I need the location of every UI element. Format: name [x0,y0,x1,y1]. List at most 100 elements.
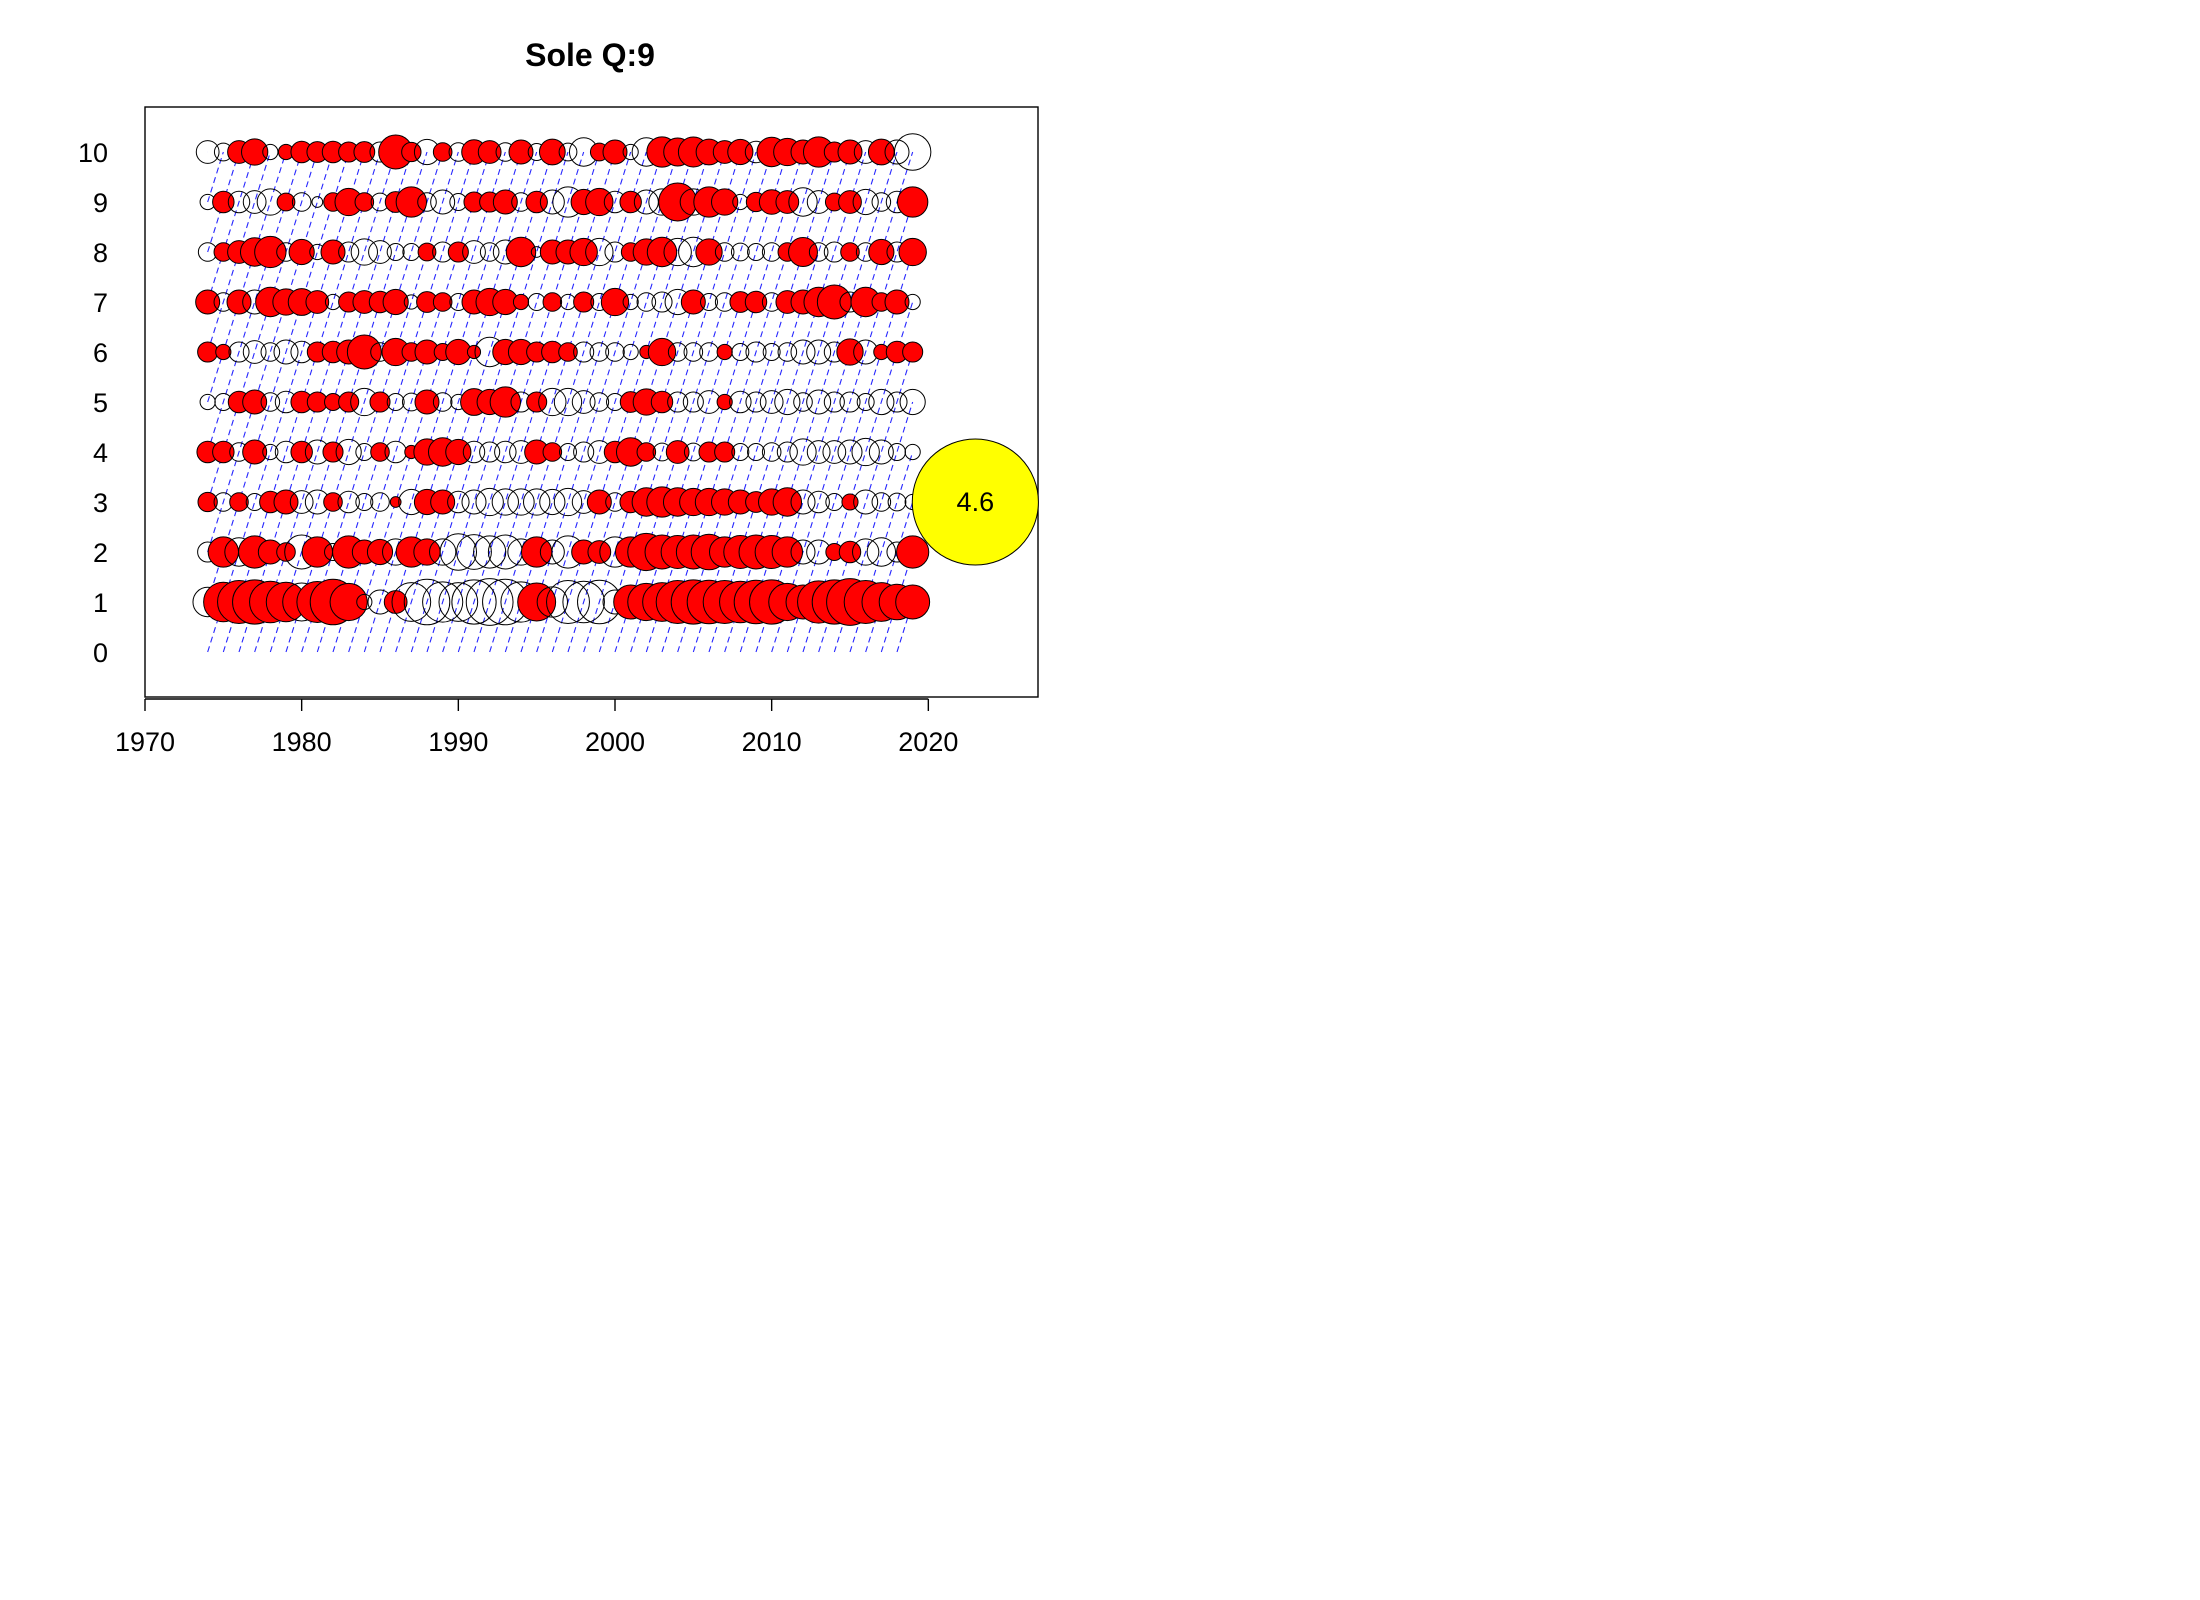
bubble-age-7-2019 [904,293,921,311]
bubble-age-4-1983 [335,438,362,466]
y-tick-label: 7 [93,288,108,318]
bubble-age-5-2005 [682,391,704,413]
bubble-age-3-1996 [539,488,566,516]
bubble-age-2-2011 [771,536,804,568]
cohort-line [285,151,444,653]
bubble-age-2-2017 [866,537,897,567]
bubble-age-2-1975 [207,536,240,568]
bubble-age-4-2015 [837,439,863,465]
bubble-age-1-2019 [895,584,931,620]
y-tick-label: 6 [93,338,108,368]
bubble-age-5-2019 [899,388,926,416]
bubble-age-10-2017 [867,138,895,166]
bubble-age-6-1975 [215,343,232,361]
bubble-age-7-1976 [226,289,252,315]
bubble-age-6-2003 [647,337,677,367]
x-tick-label: 2020 [898,727,958,757]
bubble-age-3-2011 [772,487,803,517]
bubble-age-5-1988 [414,389,440,415]
bubble-age-10-2008 [727,138,754,166]
bubble-age-4-2014 [822,440,847,464]
bubble-age-6-2013 [806,339,832,365]
bubble-age-9-2017 [871,192,892,212]
bubble-age-8-2007 [714,242,735,262]
x-tick-label: 1990 [428,727,488,757]
bubble-age-8-1999 [585,237,614,267]
bubble-age-7-2006 [700,293,718,311]
bubble-age-4-1980 [290,440,313,464]
bubble-age-4-2017 [868,439,894,465]
bubble-age-5-2004 [667,391,689,413]
bubble-age-1-1989 [422,581,464,623]
bubble-age-6-1984 [346,334,382,370]
bubble-age-6-1999 [589,342,610,362]
cohort-line [755,151,914,653]
bubble-age-3-1976 [229,492,249,512]
bubble-age-8-2009 [747,243,765,261]
cohort-line [708,151,867,653]
bubble-age-8-2012 [788,237,818,267]
bubble-age-4-1993 [494,440,517,464]
plot-frame [144,106,1039,698]
bubble-age-5-1999 [589,392,610,412]
bubble-age-8-1991 [462,240,486,264]
bubble-age-6-2009 [745,341,767,363]
y-tick-label: 2 [93,538,108,568]
y-tick-label: 9 [93,188,108,218]
cohort-line [520,151,679,653]
bubble-age-5-1989 [432,392,453,412]
bubble-age-9-1989 [430,189,456,215]
bubble-age-5-1998 [571,390,596,414]
bubble-age-4-2007 [714,441,736,463]
bubble-age-4-2009 [747,443,765,461]
bubble-age-8-1985 [368,240,392,264]
y-tick-label: 1 [93,588,108,618]
bubble-age-5-2003 [650,390,674,414]
bubble-age-6-1998 [573,341,595,363]
bubble-age-4-1998 [573,441,595,463]
bubble-age-9-1988 [417,192,437,212]
bubble-age-7-1986 [382,288,409,316]
bubble-age-9-2012 [788,187,818,217]
bubble-age-8-1982 [320,239,346,265]
cohort-line [332,151,491,653]
bubble-age-4-1978 [262,443,279,461]
cohort-line [661,151,820,653]
bubble-age-5-2009 [745,391,767,413]
cohort-line [207,151,256,303]
bubble-age-3-1991 [461,489,487,515]
bubble-age-8-2003 [646,236,678,268]
bubble-age-5-1977 [242,389,268,415]
bubble-age-2-2012 [790,539,816,565]
y-axis: 0 1 2 3 4 5 6 7 8 9 10 [78,138,108,668]
bubble-age-7-2014 [816,284,852,320]
size-key: 4.6 [911,438,1039,566]
bubble-age-10-2019 [893,133,932,171]
bubble-age-3-1994 [507,488,535,516]
bubble-age-6-2005 [683,342,704,362]
bubble-age-3-2016 [853,489,879,515]
bubble-age-10-1992 [477,140,502,164]
key-bubble-label: 4.6 [957,487,995,517]
bubble-age-2-1988 [413,538,441,566]
chart-title: Sole Q:9 [525,37,655,73]
bubble-age-10-1987 [401,141,422,163]
bubble-age-5-2008 [729,390,752,414]
bubble-age-3-1983 [337,490,360,514]
bubble-age-6-2001 [622,343,639,361]
bubble-age-9-1981 [311,196,324,208]
bubble-age-3-1993 [491,488,519,516]
bubble-age-6-1974 [197,341,219,363]
bubble-age-5-2011 [774,388,801,416]
bubble-age-5-1995 [526,391,548,413]
bubble-age-5-1986 [386,393,405,411]
cohort-line [724,151,882,653]
bubble-age-3-1989 [430,489,456,515]
bubble-age-3-2013 [807,490,830,514]
cohort-line [207,151,287,403]
bubble-age-4-1977 [242,439,268,465]
bubble-age-8-1994 [505,236,537,268]
bubble-age-2-1991 [456,534,492,570]
bubble-age-1-1986 [383,590,408,614]
